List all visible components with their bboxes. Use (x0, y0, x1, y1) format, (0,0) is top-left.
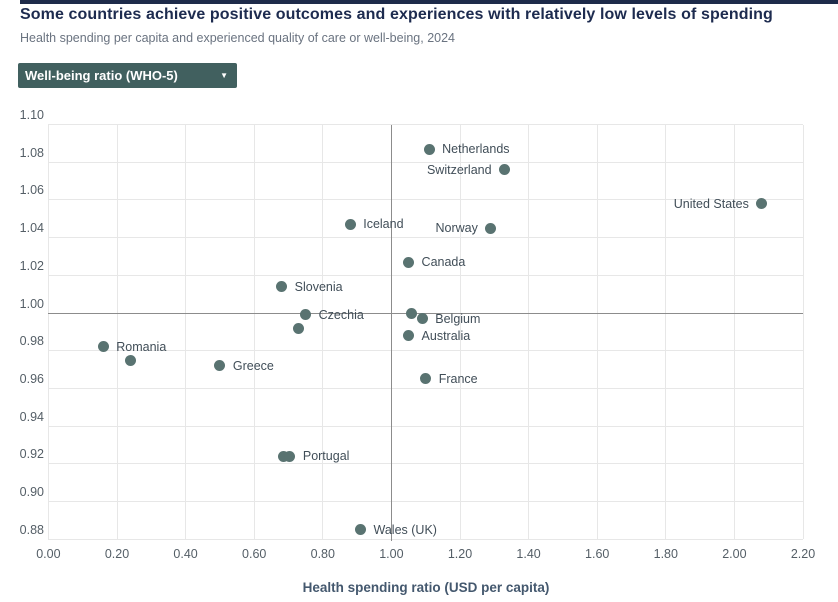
gridline-y-0.92 (48, 463, 803, 465)
data-point-unlabeled-4[interactable] (277, 450, 289, 462)
x-axis-title: Health spending ratio (USD per capita) (302, 580, 550, 595)
point-label-greece: Greece (232, 358, 274, 373)
data-point-belgium[interactable] (416, 313, 428, 325)
reference-line-y1 (48, 312, 803, 314)
gridline-y-1.06 (48, 199, 803, 201)
y-tick-label-1.04: 1.04 (19, 221, 44, 236)
data-point-switzerland[interactable] (499, 164, 511, 176)
y-tick-label-0.90: 0.90 (19, 485, 44, 499)
x-tick-label-0.40: 0.40 (173, 547, 198, 561)
point-label-switzerland: Switzerland (426, 162, 492, 177)
page-subtitle: Health spending per capita and experienc… (20, 31, 456, 45)
top-crop-strip (20, 0, 838, 4)
gridline-x-0.40 (185, 124, 187, 540)
data-point-france[interactable] (420, 373, 432, 385)
x-tick-label-1.80: 1.80 (653, 547, 678, 561)
metric-dropdown-selected-label: Well-being ratio (WHO-5) (25, 68, 178, 83)
gridline-x-1.40 (528, 124, 530, 540)
x-tick-label-0.60: 0.60 (242, 547, 267, 561)
gridline-y-1.10 (48, 124, 803, 125)
gridline-y-1.08 (48, 161, 803, 163)
point-label-australia: Australia (421, 328, 471, 343)
gridline-x-0.80 (322, 124, 324, 540)
data-point-slovenia[interactable] (276, 281, 288, 293)
y-tick-label-1.06: 1.06 (19, 183, 44, 198)
y-tick-label-0.96: 0.96 (19, 371, 44, 386)
data-point-czechia[interactable] (300, 309, 312, 321)
gridline-y-0.96 (48, 387, 803, 389)
point-label-slovenia: Slovenia (294, 279, 343, 294)
data-point-portugal[interactable] (284, 450, 296, 462)
page-title: Some countries achieve positive outcomes… (20, 6, 773, 23)
chevron-down-icon: ▼ (220, 70, 228, 80)
gridline-x-1.20 (459, 124, 461, 540)
metric-dropdown[interactable]: Well-being ratio (WHO-5) ▼ (18, 63, 237, 88)
gridline-x-1.60 (596, 124, 598, 540)
x-tick-label-1.40: 1.40 (516, 547, 541, 561)
y-tick-label-1.08: 1.08 (19, 145, 44, 160)
x-tick-label-1.60: 1.60 (585, 547, 610, 561)
data-point-greece[interactable] (214, 360, 226, 372)
y-tick-label-0.88: 0.88 (19, 522, 44, 537)
point-label-united-states: United States (673, 196, 749, 211)
gridline-x-2.00 (733, 124, 735, 540)
x-tick-label-1.00: 1.00 (379, 547, 404, 561)
data-point-iceland[interactable] (344, 218, 356, 230)
point-label-portugal: Portugal (302, 449, 350, 464)
point-label-wales-uk: Wales (UK) (373, 522, 437, 537)
point-label-netherlands: Netherlands (442, 142, 510, 156)
x-tick-label-0.00: 0.00 (36, 547, 61, 561)
data-point-wales-uk[interactable] (355, 524, 367, 536)
data-point-unlabeled-2[interactable] (293, 322, 305, 334)
y-tick-label-1.10: 1.10 (19, 108, 44, 122)
x-tick-label-0.80: 0.80 (310, 547, 335, 561)
gridline-x-1.80 (665, 124, 667, 540)
y-tick-label-0.98: 0.98 (19, 334, 44, 349)
data-point-united-states[interactable] (756, 198, 768, 210)
gridline-x-0.20 (116, 124, 118, 540)
gridline-y-0.90 (48, 501, 803, 502)
gridline-x-0.00 (47, 124, 49, 540)
reference-line-x1 (390, 124, 392, 542)
gridline-y-1.04 (48, 237, 803, 239)
gridline-x-2.20 (802, 124, 804, 540)
point-label-canada: Canada (421, 255, 466, 270)
gridline-x-0.60 (253, 124, 255, 540)
y-tick-label-0.94: 0.94 (19, 409, 44, 424)
data-point-canada[interactable] (403, 256, 415, 268)
x-tick-label-2.00: 2.00 (722, 547, 747, 561)
data-point-romania[interactable] (97, 341, 109, 353)
data-point-unlabeled-3[interactable] (125, 354, 137, 366)
y-tick-label-0.92: 0.92 (19, 447, 44, 462)
x-tick-label-0.20: 0.20 (104, 547, 130, 561)
point-label-belgium: Belgium (435, 311, 481, 326)
gridline-y-0.94 (48, 425, 803, 427)
x-tick-label-2.20: 2.20 (790, 547, 816, 561)
point-label-france: France (438, 371, 478, 386)
data-point-unlabeled-1[interactable] (406, 307, 418, 319)
gridline-y-1.02 (48, 274, 803, 276)
y-tick-label-1.02: 1.02 (19, 258, 44, 273)
data-point-netherlands[interactable] (423, 143, 435, 155)
data-point-norway[interactable] (485, 222, 497, 234)
point-label-norway: Norway (435, 221, 478, 236)
point-label-romania: Romania (116, 339, 167, 354)
point-label-czechia: Czechia (318, 307, 364, 322)
point-label-iceland: Iceland (363, 217, 404, 232)
x-tick-label-1.20: 1.20 (447, 547, 473, 561)
gridline-y-0.88 (48, 538, 803, 540)
y-tick-label-1.00: 1.00 (19, 296, 44, 311)
gridline-y-0.98 (48, 350, 803, 352)
data-point-australia[interactable] (403, 330, 415, 342)
